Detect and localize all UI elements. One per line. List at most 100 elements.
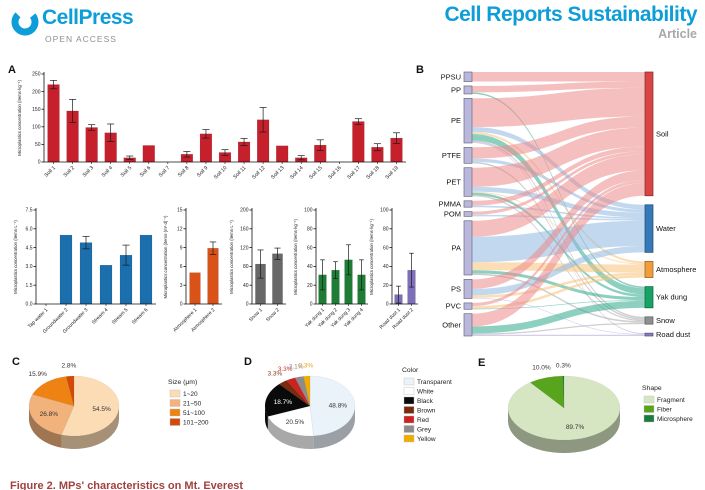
snow-bar-chart: 0 40 80 120 160 200 Snow 1 Snow 2 Microplastics … <box>229 208 286 323</box>
svg-text:Stream 6: Stream 6 <box>131 307 150 326</box>
svg-text:Fragment: Fragment <box>657 397 685 404</box>
svg-text:PPSU: PPSU <box>441 72 461 81</box>
svg-text:0: 0 <box>180 302 183 308</box>
svg-text:Stream 5: Stream 5 <box>111 307 130 326</box>
svg-text:2.3%: 2.3% <box>298 363 313 370</box>
svg-text:120: 120 <box>240 245 249 251</box>
svg-text:100: 100 <box>380 208 389 214</box>
svg-text:Other: Other <box>442 320 461 329</box>
svg-text:40: 40 <box>383 264 389 270</box>
svg-text:PS: PS <box>451 284 461 293</box>
panel-label-e: E <box>478 357 486 369</box>
svg-text:Soil 16: Soil 16 <box>327 165 343 181</box>
svg-text:Soil 3: Soil 3 <box>82 165 95 178</box>
svg-text:Snow: Snow <box>656 316 675 325</box>
svg-text:9: 9 <box>180 245 183 251</box>
svg-text:3.0: 3.0 <box>26 264 33 270</box>
svg-text:0: 0 <box>38 160 41 166</box>
svg-text:0: 0 <box>310 302 313 308</box>
svg-text:7.5: 7.5 <box>26 208 33 214</box>
svg-text:Soil 8: Soil 8 <box>177 165 190 178</box>
svg-text:Microplastics concentration (i: Microplastics concentration (items·(m²·d… <box>163 215 168 299</box>
svg-text:15: 15 <box>177 208 183 214</box>
svg-text:White: White <box>417 388 434 395</box>
svg-text:Atmosphere: Atmosphere <box>656 265 696 274</box>
svg-text:40: 40 <box>243 283 249 289</box>
svg-text:160: 160 <box>240 227 249 233</box>
svg-text:80: 80 <box>243 264 249 270</box>
svg-text:100: 100 <box>32 125 41 131</box>
svg-text:Yellow: Yellow <box>417 436 436 443</box>
svg-text:0.3%: 0.3% <box>556 363 571 370</box>
svg-text:3: 3 <box>180 283 183 289</box>
panel-label-b: B <box>416 64 424 76</box>
svg-text:54.5%: 54.5% <box>92 406 111 413</box>
svg-text:0: 0 <box>386 302 389 308</box>
journal-header: Cell Reports Sustainability Article <box>444 3 697 41</box>
svg-text:Soil 7: Soil 7 <box>158 165 171 178</box>
figure-caption: Figure 2. MPs' characteristics on Mt. Ev… <box>10 480 244 490</box>
svg-text:Snow 1: Snow 1 <box>248 307 264 323</box>
svg-text:Soil 17: Soil 17 <box>346 165 362 181</box>
svg-text:250: 250 <box>32 72 41 78</box>
svg-text:Stream 4: Stream 4 <box>91 307 110 326</box>
cellpress-logo-icon <box>11 8 39 36</box>
svg-text:Soil 19: Soil 19 <box>384 165 400 181</box>
svg-text:Size (μm): Size (μm) <box>168 379 197 386</box>
svg-text:Snow 2: Snow 2 <box>265 307 281 323</box>
svg-text:150: 150 <box>32 107 41 113</box>
svg-text:40: 40 <box>307 264 313 270</box>
svg-text:Soil 15: Soil 15 <box>308 165 324 181</box>
svg-text:15.9%: 15.9% <box>29 371 48 378</box>
panel-label-d: D <box>244 356 252 368</box>
svg-text:60: 60 <box>383 245 389 251</box>
svg-text:60: 60 <box>307 245 313 251</box>
svg-text:20: 20 <box>383 283 389 289</box>
svg-text:1~20: 1~20 <box>183 391 198 398</box>
publisher-name: CellPress <box>42 6 134 29</box>
svg-text:21~50: 21~50 <box>183 400 202 407</box>
svg-text:PA: PA <box>452 243 461 252</box>
svg-text:Water: Water <box>656 224 676 233</box>
size-pie-chart: 54.5% 26.8% 15.9% 2.8% Size (μm) 1~20 21~50 51~… <box>29 363 209 449</box>
svg-text:3.3%: 3.3% <box>267 370 282 377</box>
svg-text:101~200: 101~200 <box>183 419 209 426</box>
svg-text:Microplastics concentration (i: Microplastics concentration (items·kg⁻¹) <box>17 80 22 156</box>
svg-text:3.1%: 3.1% <box>289 364 304 371</box>
svg-text:Brown: Brown <box>417 407 436 414</box>
svg-text:PP: PP <box>451 85 461 94</box>
svg-text:Black: Black <box>417 398 434 405</box>
svg-text:0: 0 <box>246 302 249 308</box>
svg-text:PTFE: PTFE <box>442 151 461 160</box>
svg-text:Soil 6: Soil 6 <box>139 165 152 178</box>
svg-text:Soil 11: Soil 11 <box>232 165 247 180</box>
svg-text:PVC: PVC <box>446 302 462 311</box>
svg-text:PET: PET <box>446 178 461 187</box>
shape-pie-chart: 89.7% 10.0% 0.3% Shape Fragment Fiber Microsph… <box>507 363 693 453</box>
svg-text:Soil 9: Soil 9 <box>196 165 209 178</box>
svg-text:89.7%: 89.7% <box>566 424 585 431</box>
svg-text:6.0: 6.0 <box>26 227 33 233</box>
publisher-brand: CellPress <box>10 6 134 38</box>
svg-text:Red: Red <box>417 417 429 424</box>
panel-label-a: A <box>8 64 16 76</box>
svg-text:Color: Color <box>402 367 419 374</box>
svg-text:26.8%: 26.8% <box>40 411 59 418</box>
svg-text:Soil 4: Soil 4 <box>101 165 114 178</box>
svg-text:100: 100 <box>304 208 313 214</box>
svg-text:Soil 2: Soil 2 <box>63 165 76 178</box>
svg-text:PE: PE <box>451 116 461 125</box>
svg-text:Soil: Soil <box>656 129 669 138</box>
svg-text:Microplastics concentration (i: Microplastics concentration (items·kg⁻¹) <box>293 219 298 295</box>
svg-text:Yak dung: Yak dung <box>656 293 687 302</box>
svg-text:80: 80 <box>307 227 313 233</box>
svg-text:4.5: 4.5 <box>26 245 33 251</box>
svg-text:2.8%: 2.8% <box>61 363 76 370</box>
panel-label-c: C <box>12 356 20 368</box>
svg-text:Microplastics concentration (i: Microplastics concentration (items·L⁻¹) <box>229 220 234 294</box>
svg-text:6: 6 <box>180 264 183 270</box>
